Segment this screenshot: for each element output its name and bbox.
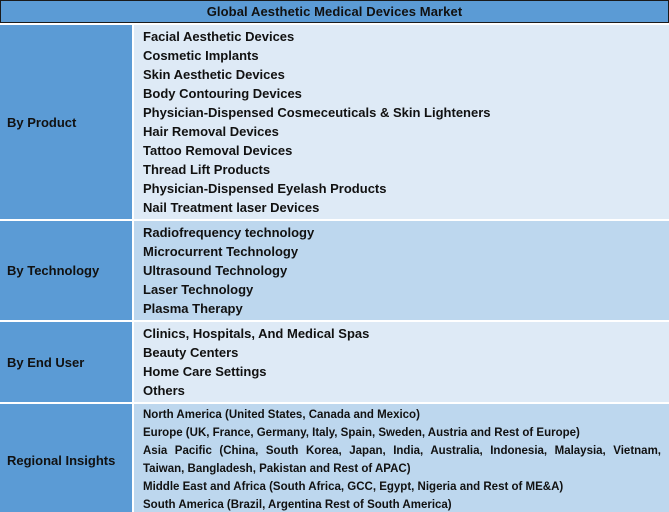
region-item: Asia Pacific (China, South Korea, Japan,… (143, 445, 661, 475)
region-item: Europe (UK, France, Germany, Italy, Spai… (143, 427, 580, 439)
section-label-text: Regional Insights (7, 452, 116, 468)
product-item: Skin Aesthetic Devices (143, 67, 285, 82)
end-user-item: Others (143, 383, 185, 398)
section-label-by-product: By Product (0, 25, 134, 219)
section-items-by-product: Facial Aesthetic Devices Cosmetic Implan… (134, 25, 669, 219)
section-label-regional-insights: Regional Insights (0, 404, 134, 512)
product-item: Physician-Dispensed Cosmeceuticals & Ski… (143, 105, 491, 120)
section-by-technology: By Technology Radiofrequency technology … (0, 221, 669, 320)
section-items-regional-insights: North America (United States, Canada and… (134, 404, 669, 512)
section-label-by-technology: By Technology (0, 221, 134, 320)
section-items-by-end-user: Clinics, Hospitals, And Medical Spas Bea… (134, 322, 669, 402)
section-label-by-end-user: By End User (0, 322, 134, 402)
technology-item: Ultrasound Technology (143, 263, 288, 278)
product-item: Tattoo Removal Devices (143, 143, 293, 158)
product-item: Body Contouring Devices (143, 86, 302, 101)
section-label-text: By End User (7, 354, 85, 370)
product-item: Nail Treatment laser Devices (143, 200, 320, 215)
end-user-item: Home Care Settings (143, 364, 267, 379)
product-item: Thread Lift Products (143, 162, 271, 177)
table-title: Global Aesthetic Medical Devices Market (206, 4, 463, 19)
product-item: Facial Aesthetic Devices (143, 29, 295, 44)
product-item: Physician-Dispensed Eyelash Products (143, 181, 387, 196)
end-user-item: Clinics, Hospitals, And Medical Spas (143, 326, 370, 341)
end-user-item: Beauty Centers (143, 345, 239, 360)
table-header: Global Aesthetic Medical Devices Market (0, 0, 669, 23)
region-item: North America (United States, Canada and… (143, 409, 420, 421)
technology-item: Plasma Therapy (143, 301, 243, 316)
technology-item: Microcurrent Technology (143, 244, 299, 259)
section-regional-insights: Regional Insights North America (United … (0, 404, 669, 512)
technology-item: Laser Technology (143, 282, 254, 297)
region-item: South America (Brazil, Argentina Rest of… (143, 499, 452, 511)
region-item: Middle East and Africa (South Africa, GC… (143, 481, 564, 493)
section-label-text: By Technology (7, 263, 100, 278)
product-item: Hair Removal Devices (143, 124, 279, 139)
section-by-end-user: By End User Clinics, Hospitals, And Medi… (0, 322, 669, 402)
section-label-text: By Product (7, 114, 77, 130)
product-item: Cosmetic Implants (143, 48, 259, 63)
section-by-product: By Product Facial Aesthetic Devices Cosm… (0, 25, 669, 219)
technology-item: Radiofrequency technology (143, 225, 315, 240)
section-items-by-technology: Radiofrequency technology Microcurrent T… (134, 221, 669, 320)
